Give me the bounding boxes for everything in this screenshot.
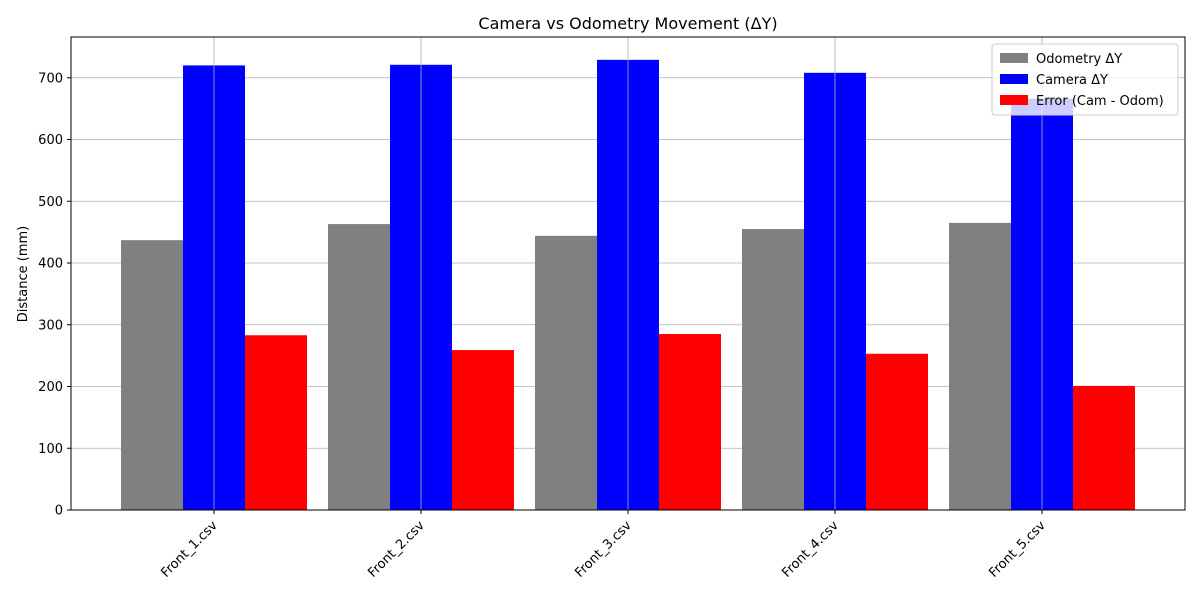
y-tick-label: 500 bbox=[38, 195, 63, 210]
legend-label: Camera ΔY bbox=[1036, 73, 1108, 88]
legend-label: Error (Cam - Odom) bbox=[1036, 94, 1164, 109]
bar bbox=[328, 224, 390, 510]
y-tick-label: 0 bbox=[55, 504, 63, 519]
x-tick-label: Front_1.csv bbox=[158, 518, 221, 581]
y-tick-label: 200 bbox=[38, 380, 63, 395]
bar bbox=[121, 240, 183, 511]
y-tick-label: 300 bbox=[38, 318, 63, 333]
legend-swatch bbox=[1000, 95, 1028, 105]
bar bbox=[659, 334, 721, 510]
legend-label: Odometry ΔY bbox=[1036, 52, 1122, 67]
bar bbox=[742, 229, 804, 510]
x-axis-ticks: Front_1.csv Front_2.csv Front_3.csv Front_4… bbox=[158, 510, 1049, 581]
bar bbox=[245, 335, 307, 510]
x-tick-label: Front_2.csv bbox=[365, 518, 428, 581]
bar bbox=[949, 222, 1011, 510]
y-tick-label: 400 bbox=[38, 257, 63, 272]
x-tick-label: Front_3.csv bbox=[572, 518, 635, 581]
y-axis-label: Distance (mm) bbox=[16, 226, 31, 322]
y-tick-label: 700 bbox=[38, 71, 63, 86]
bar bbox=[866, 353, 928, 510]
legend-swatch bbox=[1000, 74, 1028, 84]
legend: Odometry ΔY Camera ΔY Error (Cam - Odom) bbox=[991, 43, 1179, 116]
y-tick-label: 600 bbox=[38, 133, 63, 148]
y-tick-label: 100 bbox=[38, 442, 63, 457]
legend-box bbox=[991, 43, 1179, 116]
bar bbox=[1073, 385, 1135, 510]
chart-title: Camera vs Odometry Movement (ΔY) bbox=[478, 14, 777, 33]
x-tick-label: Front_5.csv bbox=[986, 518, 1049, 581]
x-tick-label: Front_4.csv bbox=[779, 518, 842, 581]
y-axis-ticks: 0 100 200 300 400 500 600 700 bbox=[38, 71, 71, 519]
bar bbox=[452, 350, 514, 510]
legend-swatch bbox=[1000, 53, 1028, 63]
vertical-grid-lines bbox=[213, 37, 1043, 510]
bar bbox=[535, 235, 597, 511]
